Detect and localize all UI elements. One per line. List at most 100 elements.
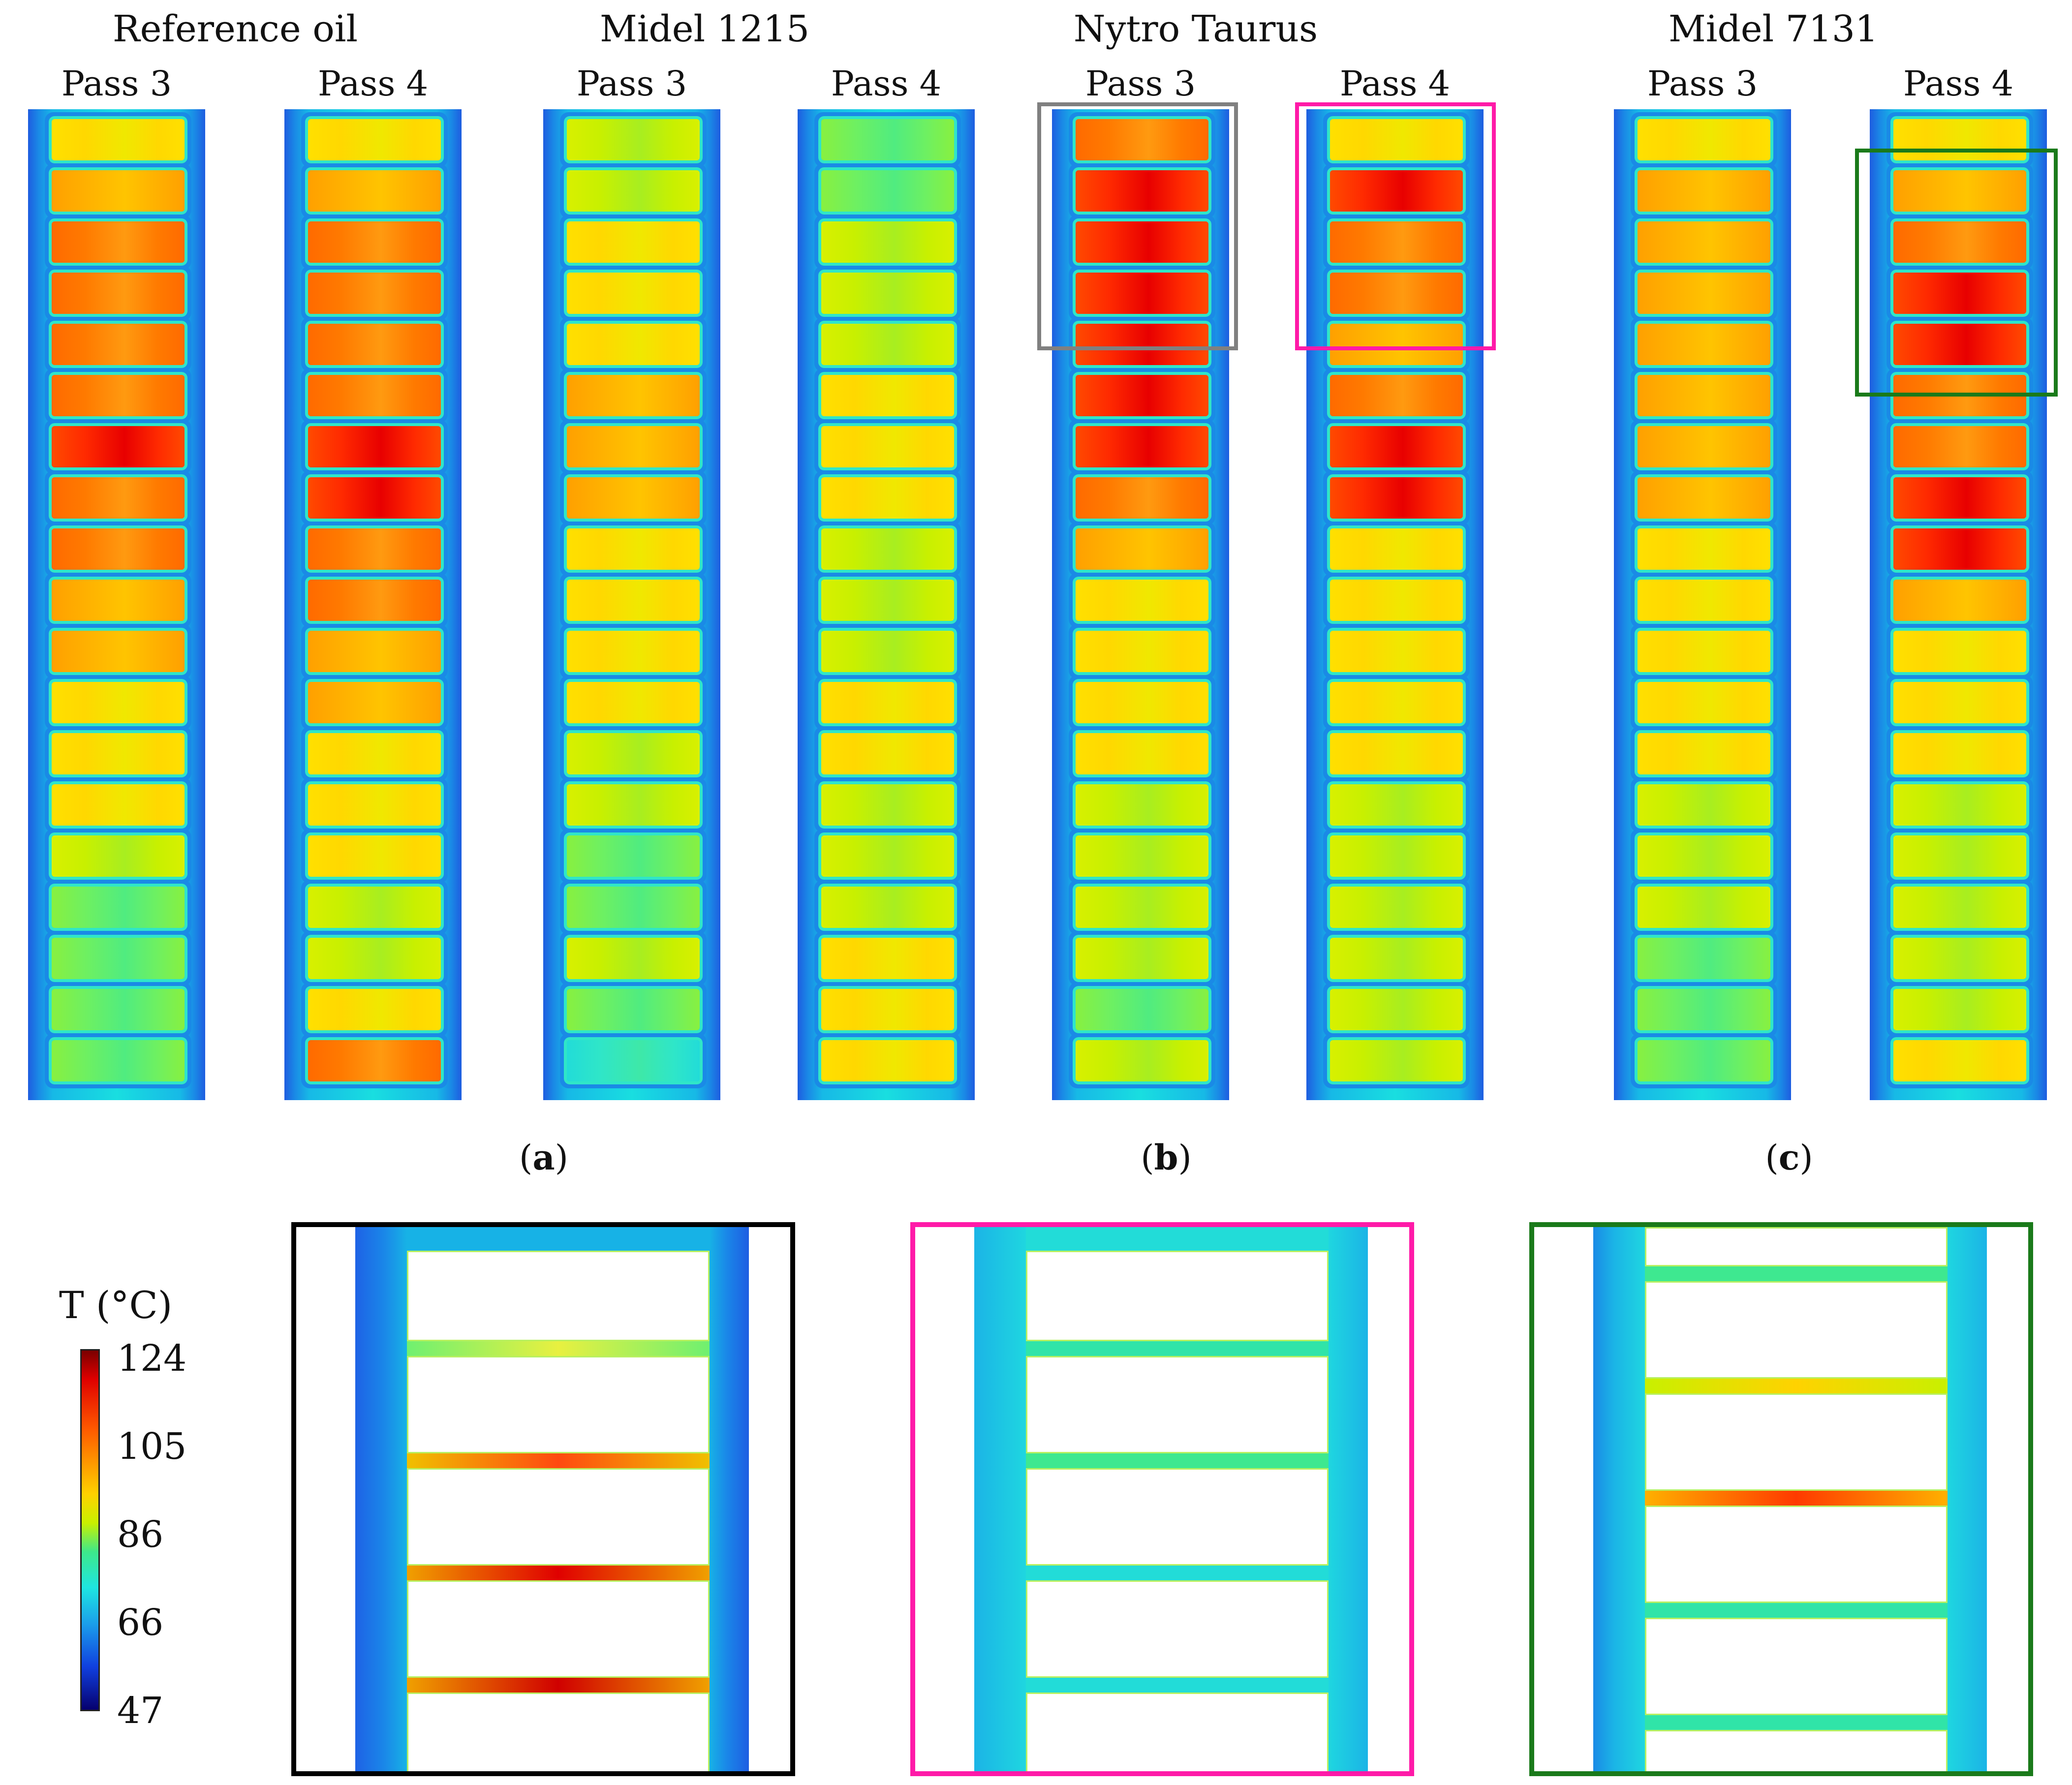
oil-label-nytro-taurus: Nytro Taurus — [1074, 11, 1318, 47]
zoom-panel-green — [1529, 1222, 2033, 1776]
temp-pad — [52, 324, 185, 365]
temp-pad — [52, 835, 185, 877]
zoom-c-right-rail — [1948, 1227, 1987, 1771]
temp-pad — [1330, 477, 1463, 519]
zoom-b-strip-4 — [1026, 1678, 1329, 1693]
temp-pad — [308, 784, 441, 826]
temp-pad — [821, 119, 954, 160]
temp-pad — [52, 119, 185, 160]
temp-pad — [567, 375, 700, 416]
temp-pad — [1330, 887, 1463, 928]
temp-pad — [1330, 938, 1463, 979]
zoom-c-strip-4 — [1645, 1603, 1948, 1618]
temp-pad — [821, 580, 954, 621]
highlight-box-nytro-pass3 — [1037, 102, 1238, 350]
temp-pad — [821, 682, 954, 723]
temp-pad — [567, 221, 700, 263]
temp-pad — [821, 528, 954, 570]
temp-pad — [1330, 835, 1463, 877]
temp-pad — [567, 835, 700, 877]
temp-column-ref-pass3 — [28, 109, 205, 1100]
legend-tick-47: 47 — [117, 1690, 163, 1732]
temp-pad — [1076, 938, 1208, 979]
temp-pad — [1638, 580, 1770, 621]
temp-pad — [1638, 682, 1770, 723]
zoom-b-strip-3 — [1026, 1566, 1329, 1580]
temp-pad — [821, 784, 954, 826]
temp-pad — [1076, 426, 1208, 467]
zoom-b-strip-2 — [1026, 1453, 1329, 1468]
temp-pad — [1893, 938, 2026, 979]
temp-pad — [1893, 989, 2026, 1030]
subfigure-label-c: (c) — [1765, 1140, 1813, 1175]
temp-pad — [567, 989, 700, 1030]
temp-pad — [52, 375, 185, 416]
temp-pad — [1076, 887, 1208, 928]
temp-pad — [308, 989, 441, 1030]
temp-pad — [1638, 733, 1770, 774]
temp-pad — [821, 938, 954, 979]
temp-pad — [52, 733, 185, 774]
temp-pad — [1330, 631, 1463, 672]
temp-pad — [567, 273, 700, 314]
temp-pad — [1638, 989, 1770, 1030]
pass-label-m7131-4: Pass 4 — [1903, 66, 2013, 101]
zoom-c-slot-3 — [1645, 1393, 1948, 1491]
temp-pad — [821, 733, 954, 774]
temp-pad — [567, 1040, 700, 1081]
temp-pad — [1330, 528, 1463, 570]
temp-pad — [1893, 477, 2026, 519]
temp-pad — [567, 631, 700, 672]
temp-pad — [1638, 784, 1770, 826]
temp-pad — [1638, 375, 1770, 416]
temp-pad — [308, 324, 441, 365]
temp-pad — [1638, 887, 1770, 928]
oil-label-midel-7131: Midel 7131 — [1669, 11, 1878, 47]
temp-pad — [1638, 938, 1770, 979]
pass-label-m1215-3: Pass 3 — [577, 66, 687, 101]
zoom-c-strip-1 — [1645, 1266, 1948, 1281]
temp-column-m7131-pass3 — [1614, 109, 1791, 1100]
temp-pad — [821, 426, 954, 467]
temp-pad — [1638, 477, 1770, 519]
temp-pad — [821, 835, 954, 877]
pass-label-m1215-4: Pass 4 — [831, 66, 941, 101]
temp-pad — [1076, 528, 1208, 570]
oil-label-reference: Reference oil — [113, 11, 358, 47]
zoom-c-strip-2 — [1645, 1379, 1948, 1393]
temp-pad — [52, 938, 185, 979]
temp-pad — [567, 580, 700, 621]
temp-pad — [1076, 1040, 1208, 1081]
temp-pad — [567, 119, 700, 160]
zoom-c-slot-1 — [1645, 1227, 1948, 1266]
temp-pad — [1330, 375, 1463, 416]
temp-column-m1215-pass3 — [543, 109, 720, 1100]
temp-pad — [308, 221, 441, 263]
temp-pad — [308, 682, 441, 723]
legend-tick-105: 105 — [117, 1425, 186, 1468]
temp-pad — [1330, 784, 1463, 826]
temp-pad — [1638, 221, 1770, 263]
zoom-c-slot-5 — [1645, 1618, 1948, 1715]
temp-pad — [308, 273, 441, 314]
temp-pad — [1638, 1040, 1770, 1081]
zoom-panel-black — [291, 1222, 795, 1776]
legend-tick-86: 86 — [117, 1513, 163, 1556]
temp-pad — [567, 477, 700, 519]
temp-pad — [1893, 631, 2026, 672]
temp-pad — [308, 119, 441, 160]
temp-pad — [1330, 733, 1463, 774]
temp-pad — [821, 273, 954, 314]
temp-pad — [1076, 835, 1208, 877]
temp-pad — [1330, 1040, 1463, 1081]
oil-label-midel-1215: Midel 1215 — [600, 11, 809, 47]
temp-pad — [52, 477, 185, 519]
temp-pad — [308, 733, 441, 774]
temp-pad — [821, 631, 954, 672]
temp-pad — [52, 682, 185, 723]
temp-pad — [52, 273, 185, 314]
temp-pad — [1638, 170, 1770, 212]
zoom-a-left-rail — [355, 1227, 407, 1771]
zoom-a-strip-1 — [407, 1341, 710, 1356]
temp-pad — [567, 938, 700, 979]
